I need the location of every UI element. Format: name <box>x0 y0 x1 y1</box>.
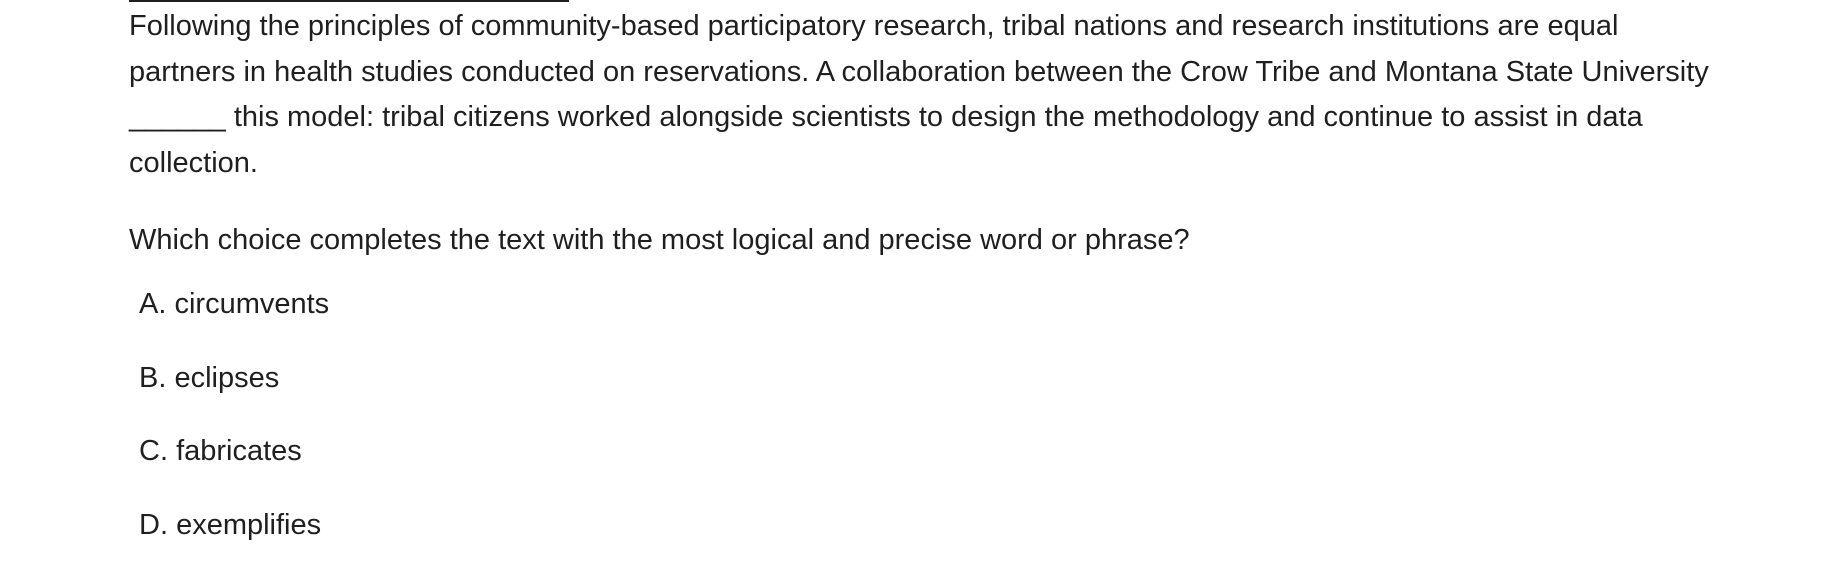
choice-b[interactable]: B.eclipses <box>139 356 329 430</box>
passage-text: Following the principles of community-ba… <box>129 4 1729 186</box>
choice-letter: C. <box>139 435 176 467</box>
choice-c[interactable]: C.fabricates <box>139 429 329 503</box>
question-prompt: Which choice completes the text with the… <box>129 218 1190 263</box>
choice-d[interactable]: D.exemplifies <box>139 503 329 576</box>
choice-a[interactable]: A.circumvents <box>139 282 329 356</box>
answer-choices: A.circumvents B.eclipses C.fabricates D.… <box>139 282 329 576</box>
choice-letter: B. <box>139 362 174 394</box>
choice-letter: A. <box>139 288 174 320</box>
choice-text: eclipses <box>174 362 279 394</box>
choice-text: circumvents <box>174 288 329 320</box>
choice-letter: D. <box>139 509 176 541</box>
choice-text: exemplifies <box>176 509 321 541</box>
top-divider <box>129 0 569 2</box>
choice-text: fabricates <box>176 435 302 467</box>
